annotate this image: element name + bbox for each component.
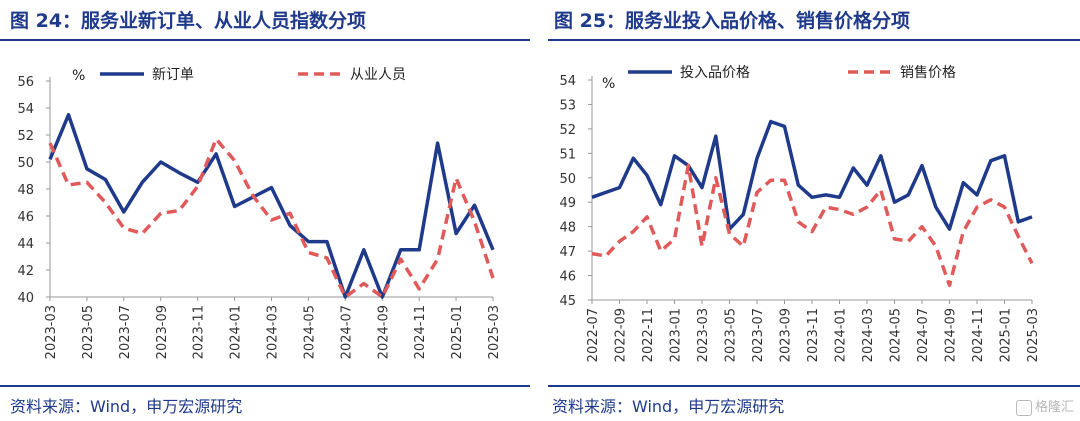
y-tick-label: 54 xyxy=(17,102,34,117)
y-tick-label: 51 xyxy=(559,147,576,162)
x-tick-label: 2024-01 xyxy=(834,308,849,362)
legend-label: 投入品价格 xyxy=(680,65,750,81)
y-tick-label: 54 xyxy=(559,74,576,89)
y-tick-label: 53 xyxy=(559,98,576,113)
line-chart-1: 40 42 44 46 48 50 52 54 56 2023-03 2023-05 2023-07 2… xyxy=(17,67,502,359)
source-rule xyxy=(0,385,530,387)
x-tick-label: 2024-03 xyxy=(266,305,281,359)
legend-label: 从业人员 xyxy=(350,67,406,83)
y-tick-label: 42 xyxy=(17,264,34,279)
x-tick-label: 2023-05 xyxy=(81,305,96,359)
y-tick-label: 50 xyxy=(17,156,34,171)
x-tick-label: 2023-05 xyxy=(724,308,739,362)
chart-panel-1: 图 24：服务业新订单、从业人员指数分项 40 42 44 46 48 50 52 54 56 2… xyxy=(0,0,530,421)
x-tick-label: 2022-11 xyxy=(641,308,656,362)
x-tick-label: 2024-11 xyxy=(971,308,986,362)
line-chart-2: 45 46 47 48 49 50 51 52 53 54 2022-07 2022-09 2022-1… xyxy=(559,65,1041,362)
y-tick-label: 52 xyxy=(17,129,34,144)
source-note: 资料来源：Wind，申万宏源研究 xyxy=(10,397,243,416)
x-tick-label: 2023-11 xyxy=(806,308,821,362)
x-tick-label: 2023-03 xyxy=(696,308,711,362)
x-tick-label: 2023-01 xyxy=(669,308,684,362)
watermark: 格隆汇 xyxy=(1015,396,1074,416)
unit-label: % xyxy=(602,76,615,92)
series-line-投入品价格 xyxy=(591,119,1033,231)
x-tick-label: 2023-07 xyxy=(751,308,766,362)
x-tick-label: 2022-09 xyxy=(614,308,629,362)
x-tick-label: 2024-09 xyxy=(944,308,959,362)
x-tick-label: 2023-07 xyxy=(118,305,133,359)
y-tick-label: 52 xyxy=(559,123,576,138)
unit-label: % xyxy=(72,68,85,84)
source-note: 资料来源：Wind，申万宏源研究 xyxy=(552,397,785,416)
x-tick-label: 2024-09 xyxy=(376,305,391,359)
x-tick-label: 2025-01 xyxy=(450,305,465,359)
title-rule xyxy=(0,39,530,41)
y-tick-label: 49 xyxy=(559,196,576,211)
chart-title: 图 24：服务业新订单、从业人员指数分项 xyxy=(10,10,367,32)
x-tick-label: 2025-03 xyxy=(487,305,502,359)
y-tick-label: 48 xyxy=(559,221,576,236)
x-tick-label: 2022-07 xyxy=(586,308,601,362)
source-rule xyxy=(548,385,1080,387)
x-tick-label: 2024-01 xyxy=(229,305,244,359)
chart-title: 图 25：服务业投入品价格、销售价格分项 xyxy=(554,10,911,32)
y-tick-label: 40 xyxy=(17,291,34,306)
y-tick-label: 48 xyxy=(17,183,34,198)
x-tick-label: 2025-03 xyxy=(1026,308,1041,362)
y-tick-label: 46 xyxy=(559,270,576,285)
x-tick-label: 2023-09 xyxy=(155,305,170,359)
watermark-logo-icon xyxy=(1015,399,1032,416)
x-tick-label: 2024-03 xyxy=(861,308,876,362)
x-tick-label: 2024-07 xyxy=(916,308,931,362)
y-tick-label: 50 xyxy=(559,172,576,187)
chart-panel-2: 图 25：服务业投入品价格、销售价格分项 45 46 47 48 49 50 51 52 53 5… xyxy=(548,0,1080,421)
legend-label: 销售价格 xyxy=(900,65,956,81)
x-tick-label: 2023-03 xyxy=(44,305,59,359)
series-line-销售价格 xyxy=(591,163,1034,288)
y-tick-label: 46 xyxy=(17,210,34,225)
x-tick-label: 2023-11 xyxy=(192,305,207,359)
series-line-从业人员 xyxy=(48,137,495,299)
legend-label: 新订单 xyxy=(152,67,194,83)
y-tick-label: 45 xyxy=(559,294,576,309)
x-tick-label: 2024-05 xyxy=(302,305,317,359)
x-tick-label: 2025-01 xyxy=(999,308,1014,362)
x-tick-label: 2023-09 xyxy=(779,308,794,362)
x-tick-label: 2024-07 xyxy=(339,305,354,359)
title-rule xyxy=(548,39,1080,41)
y-tick-label: 44 xyxy=(17,237,34,252)
series-line-新订单 xyxy=(48,113,495,299)
x-tick-label: 2024-11 xyxy=(413,305,428,359)
y-tick-label: 47 xyxy=(559,245,576,260)
y-tick-label: 56 xyxy=(17,75,34,90)
x-tick-label: 2024-05 xyxy=(889,308,904,362)
